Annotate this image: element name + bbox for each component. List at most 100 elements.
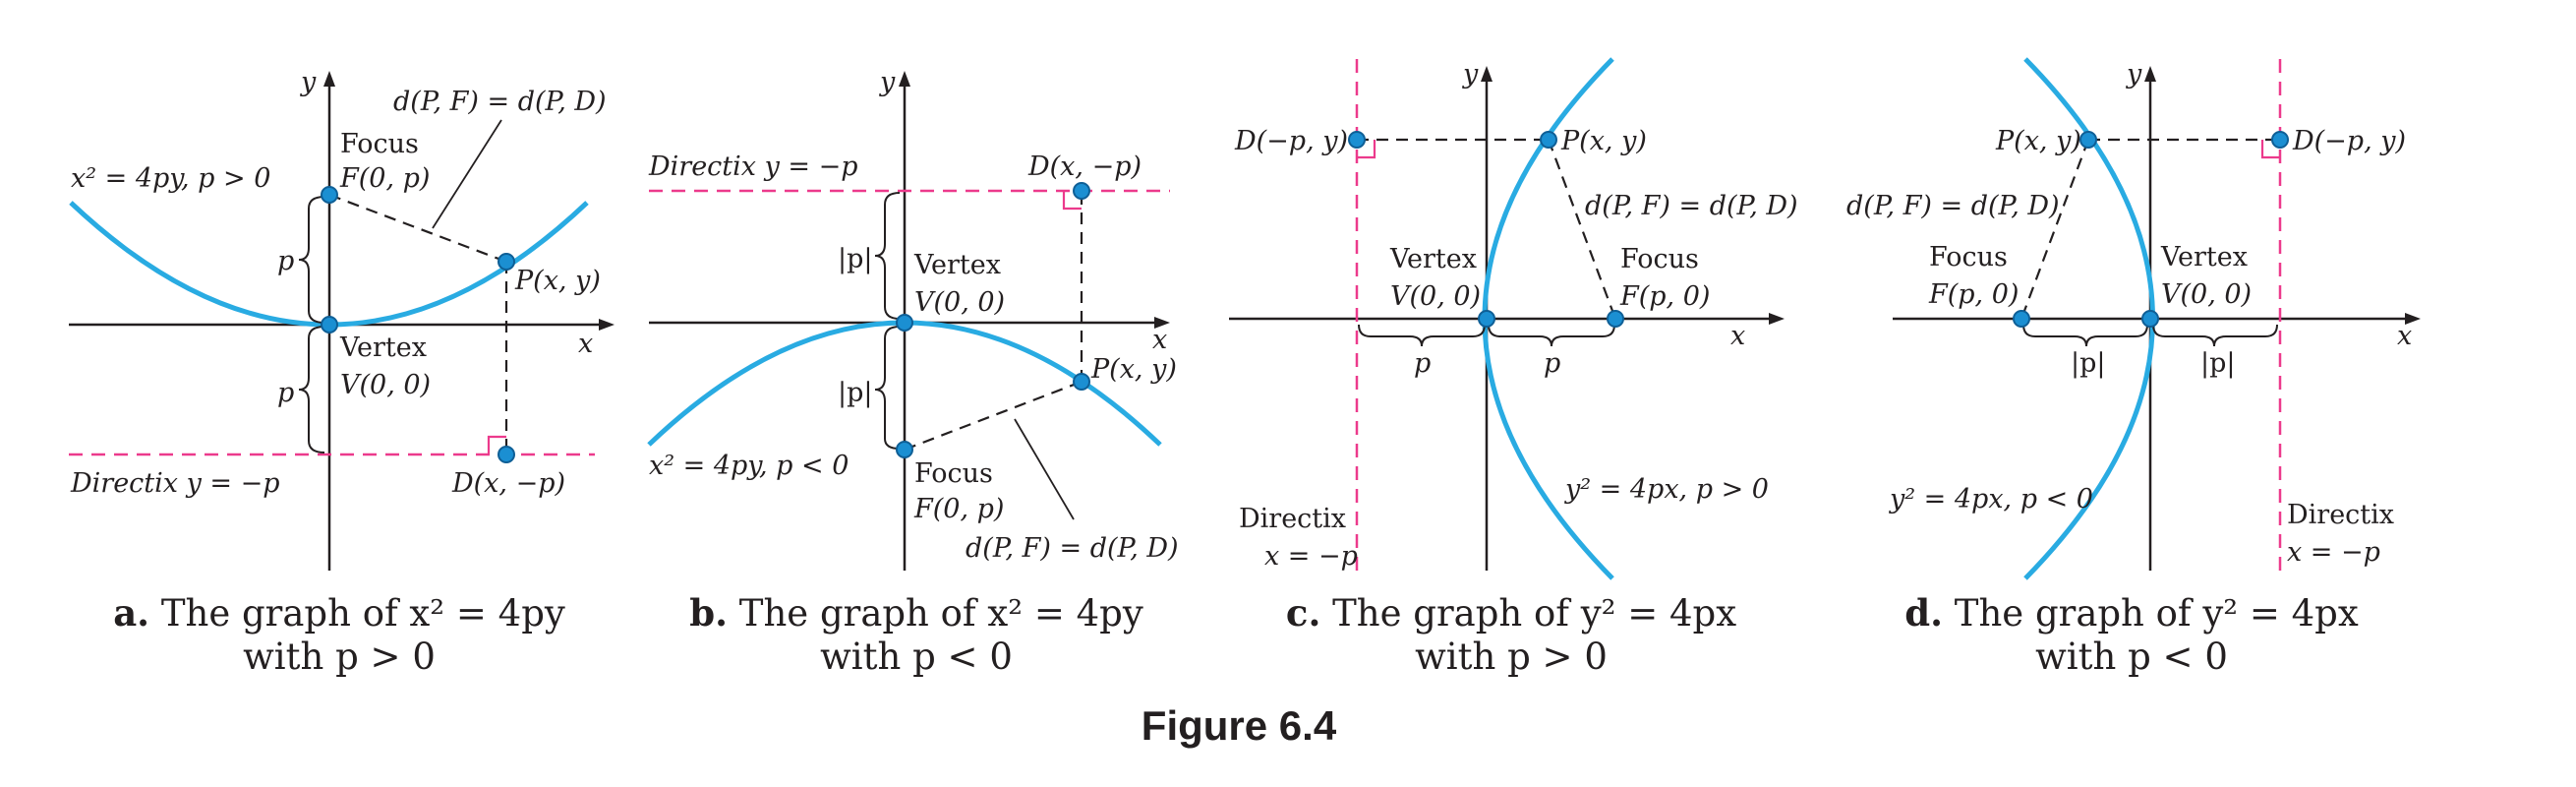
- panel-c-axis-y-label: y: [1462, 59, 1479, 90]
- panel-d-focus-coords: F(p, 0): [1928, 279, 2019, 310]
- panel-a-vertex-coords: V(0, 0): [340, 370, 431, 400]
- panel-d-point-focus: [2013, 310, 2030, 328]
- panel-a-caption-line1: a. The graph of x² = 4py: [113, 591, 565, 635]
- panel-b-point-p: [1073, 373, 1090, 391]
- panel-b-point-vertex: [896, 314, 913, 332]
- panel-d-axis-y-label: y: [2126, 59, 2142, 90]
- panel-c-point-vertex: [1478, 310, 1495, 328]
- panel-d-directrix-eq: x = −p: [2287, 537, 2380, 568]
- panel-b-point-d-label: D(x, −p): [1027, 151, 1142, 182]
- panel-d-caption-letter: d.: [1904, 591, 1943, 635]
- panel-c-caption-line2: with p > 0: [1415, 636, 1608, 678]
- panel-c-focus-word: Focus: [1620, 244, 1699, 274]
- panel-c-point-p: [1540, 131, 1557, 149]
- panel-c-directrix-word: Directix: [1239, 504, 1346, 534]
- panel-d-vertex-coords: V(0, 0): [2161, 279, 2252, 310]
- panel-a-point-p-label: P(x, y): [514, 266, 601, 296]
- panel-c-vertex-coords: V(0, 0): [1390, 281, 1481, 312]
- panel-a-segment-pf: [328, 193, 507, 264]
- panel-d-x-arrow: [2405, 313, 2421, 325]
- panel-c-point-focus: [1607, 310, 1624, 328]
- panel-b-distance-eq: d(P, F) = d(P, D): [966, 533, 1179, 564]
- panel-a-directrix-label: Directix y = −p: [70, 468, 280, 499]
- panel-a-vertex-word: Vertex: [339, 333, 427, 363]
- panel-b: x y |p| |p| Directix y = −p D(x, −p) Ver…: [647, 67, 1179, 678]
- panel-a-point-d-label: D(x, −p): [451, 468, 565, 499]
- panel-c-brace-left: [1358, 324, 1486, 347]
- figure-title: Figure 6.4: [1142, 702, 1337, 749]
- panel-a: x y p p d(P, F) = d(P, D) Focus F(0, p) …: [69, 67, 615, 678]
- panel-b-leader-line: [1014, 418, 1075, 520]
- panel-d-caption-line1: d. The graph of y² = 4px: [1904, 591, 2359, 635]
- panel-c-caption-line1: c. The graph of y² = 4px: [1286, 591, 1736, 635]
- panel-c-axis-x-label: x: [1730, 321, 1745, 351]
- panel-d-point-p-label: P(x, y): [1995, 126, 2081, 156]
- panel-d-point-p: [2079, 131, 2097, 149]
- panel-d-distance-eq: d(P, F) = d(P, D): [1846, 191, 2060, 221]
- panel-a-point-focus: [321, 186, 338, 204]
- panel-b-equation: x² = 4py, p < 0: [649, 451, 849, 481]
- panel-b-brace-lower: [874, 326, 901, 450]
- panel-d-directrix-word: Directix: [2287, 500, 2394, 530]
- panel-a-p-lower: p: [277, 378, 294, 408]
- panel-d-vertex-word: Vertex: [2160, 242, 2248, 272]
- panel-c-vertex-word: Vertex: [1389, 244, 1477, 274]
- panel-a-caption-line2: with p > 0: [243, 636, 436, 678]
- panel-d: x y |p| |p| P(x, y) D(−p, y) d(P, F) = d…: [1846, 57, 2421, 678]
- panel-c-point-d-label: D(−p, y): [1234, 126, 1348, 156]
- panel-b-segment-pf: [904, 380, 1083, 452]
- panel-b-right-angle: [1062, 191, 1082, 211]
- panel-a-caption-text: The graph of x² = 4py: [149, 592, 565, 635]
- panel-d-p-right: |p|: [2200, 348, 2235, 379]
- panel-b-caption-text: The graph of x² = 4py: [728, 592, 1143, 635]
- panel-a-caption-letter: a.: [113, 591, 149, 635]
- panel-b-point-p-label: P(x, y): [1090, 354, 1177, 385]
- panel-c-caption-letter: c.: [1286, 591, 1320, 635]
- panel-b-focus-coords: F(0, p): [913, 494, 1004, 524]
- panel-d-caption-line2: with p < 0: [2035, 636, 2228, 678]
- panel-c-point-p-label: P(x, y): [1560, 126, 1647, 156]
- panel-d-brace-left: [2022, 324, 2148, 347]
- panel-a-point-p: [498, 253, 515, 271]
- panel-b-vertex-word: Vertex: [913, 250, 1001, 280]
- panel-c-segment-pf: [1547, 139, 1617, 320]
- panel-d-axis-x-label: x: [2397, 321, 2412, 351]
- panel-a-distance-eq: d(P, F) = d(P, D): [393, 87, 607, 117]
- panel-b-focus-word: Focus: [914, 458, 993, 489]
- panel-a-focus-word: Focus: [340, 129, 419, 159]
- panel-c-x-arrow: [1769, 313, 1785, 325]
- panel-b-point-d: [1073, 182, 1090, 200]
- panel-d-focus-word: Focus: [1929, 242, 2008, 272]
- panel-b-vertex-coords: V(0, 0): [914, 287, 1005, 318]
- panel-b-caption-line1: b. The graph of x² = 4py: [689, 591, 1143, 635]
- panel-c-right-angle: [1357, 140, 1376, 159]
- panel-a-p-upper: p: [277, 246, 294, 276]
- panel-a-x-arrow: [599, 319, 615, 331]
- panel-c-caption-text: The graph of y² = 4px: [1320, 592, 1736, 635]
- panel-c-directrix-eq: x = −p: [1264, 541, 1358, 572]
- panel-a-right-angle: [487, 435, 506, 454]
- panel-b-brace-upper: [874, 192, 901, 320]
- panel-d-equation: y² = 4px, p < 0: [1889, 484, 2093, 515]
- panel-b-point-focus: [896, 441, 913, 458]
- panel-d-point-vertex: [2141, 310, 2159, 328]
- panel-a-point-d: [498, 446, 515, 463]
- panel-a-leader-line: [432, 119, 502, 229]
- panel-c-distance-eq: d(P, F) = d(P, D): [1585, 191, 1798, 221]
- panel-b-x-arrow: [1154, 317, 1170, 329]
- panel-a-brace-upper: [298, 196, 325, 324]
- panel-b-p-lower: |p|: [838, 378, 872, 408]
- panel-b-p-upper: |p|: [838, 244, 872, 274]
- panel-d-caption-text: The graph of y² = 4px: [1943, 592, 2359, 635]
- panel-d-p-left: |p|: [2071, 348, 2105, 379]
- panel-d-y-arrow: [2144, 66, 2156, 82]
- panel-a-y-arrow: [323, 71, 335, 87]
- panel-c-equation: y² = 4px, p > 0: [1564, 474, 1769, 505]
- panel-d-point-d: [2271, 131, 2289, 149]
- panel-d-segment-pf: [2020, 139, 2090, 320]
- panel-a-focus-coords: F(0, p): [339, 163, 430, 194]
- panel-a-point-vertex: [321, 316, 338, 333]
- panel-b-directrix-label: Directix y = −p: [648, 151, 858, 182]
- panel-d-brace-right: [2152, 324, 2278, 347]
